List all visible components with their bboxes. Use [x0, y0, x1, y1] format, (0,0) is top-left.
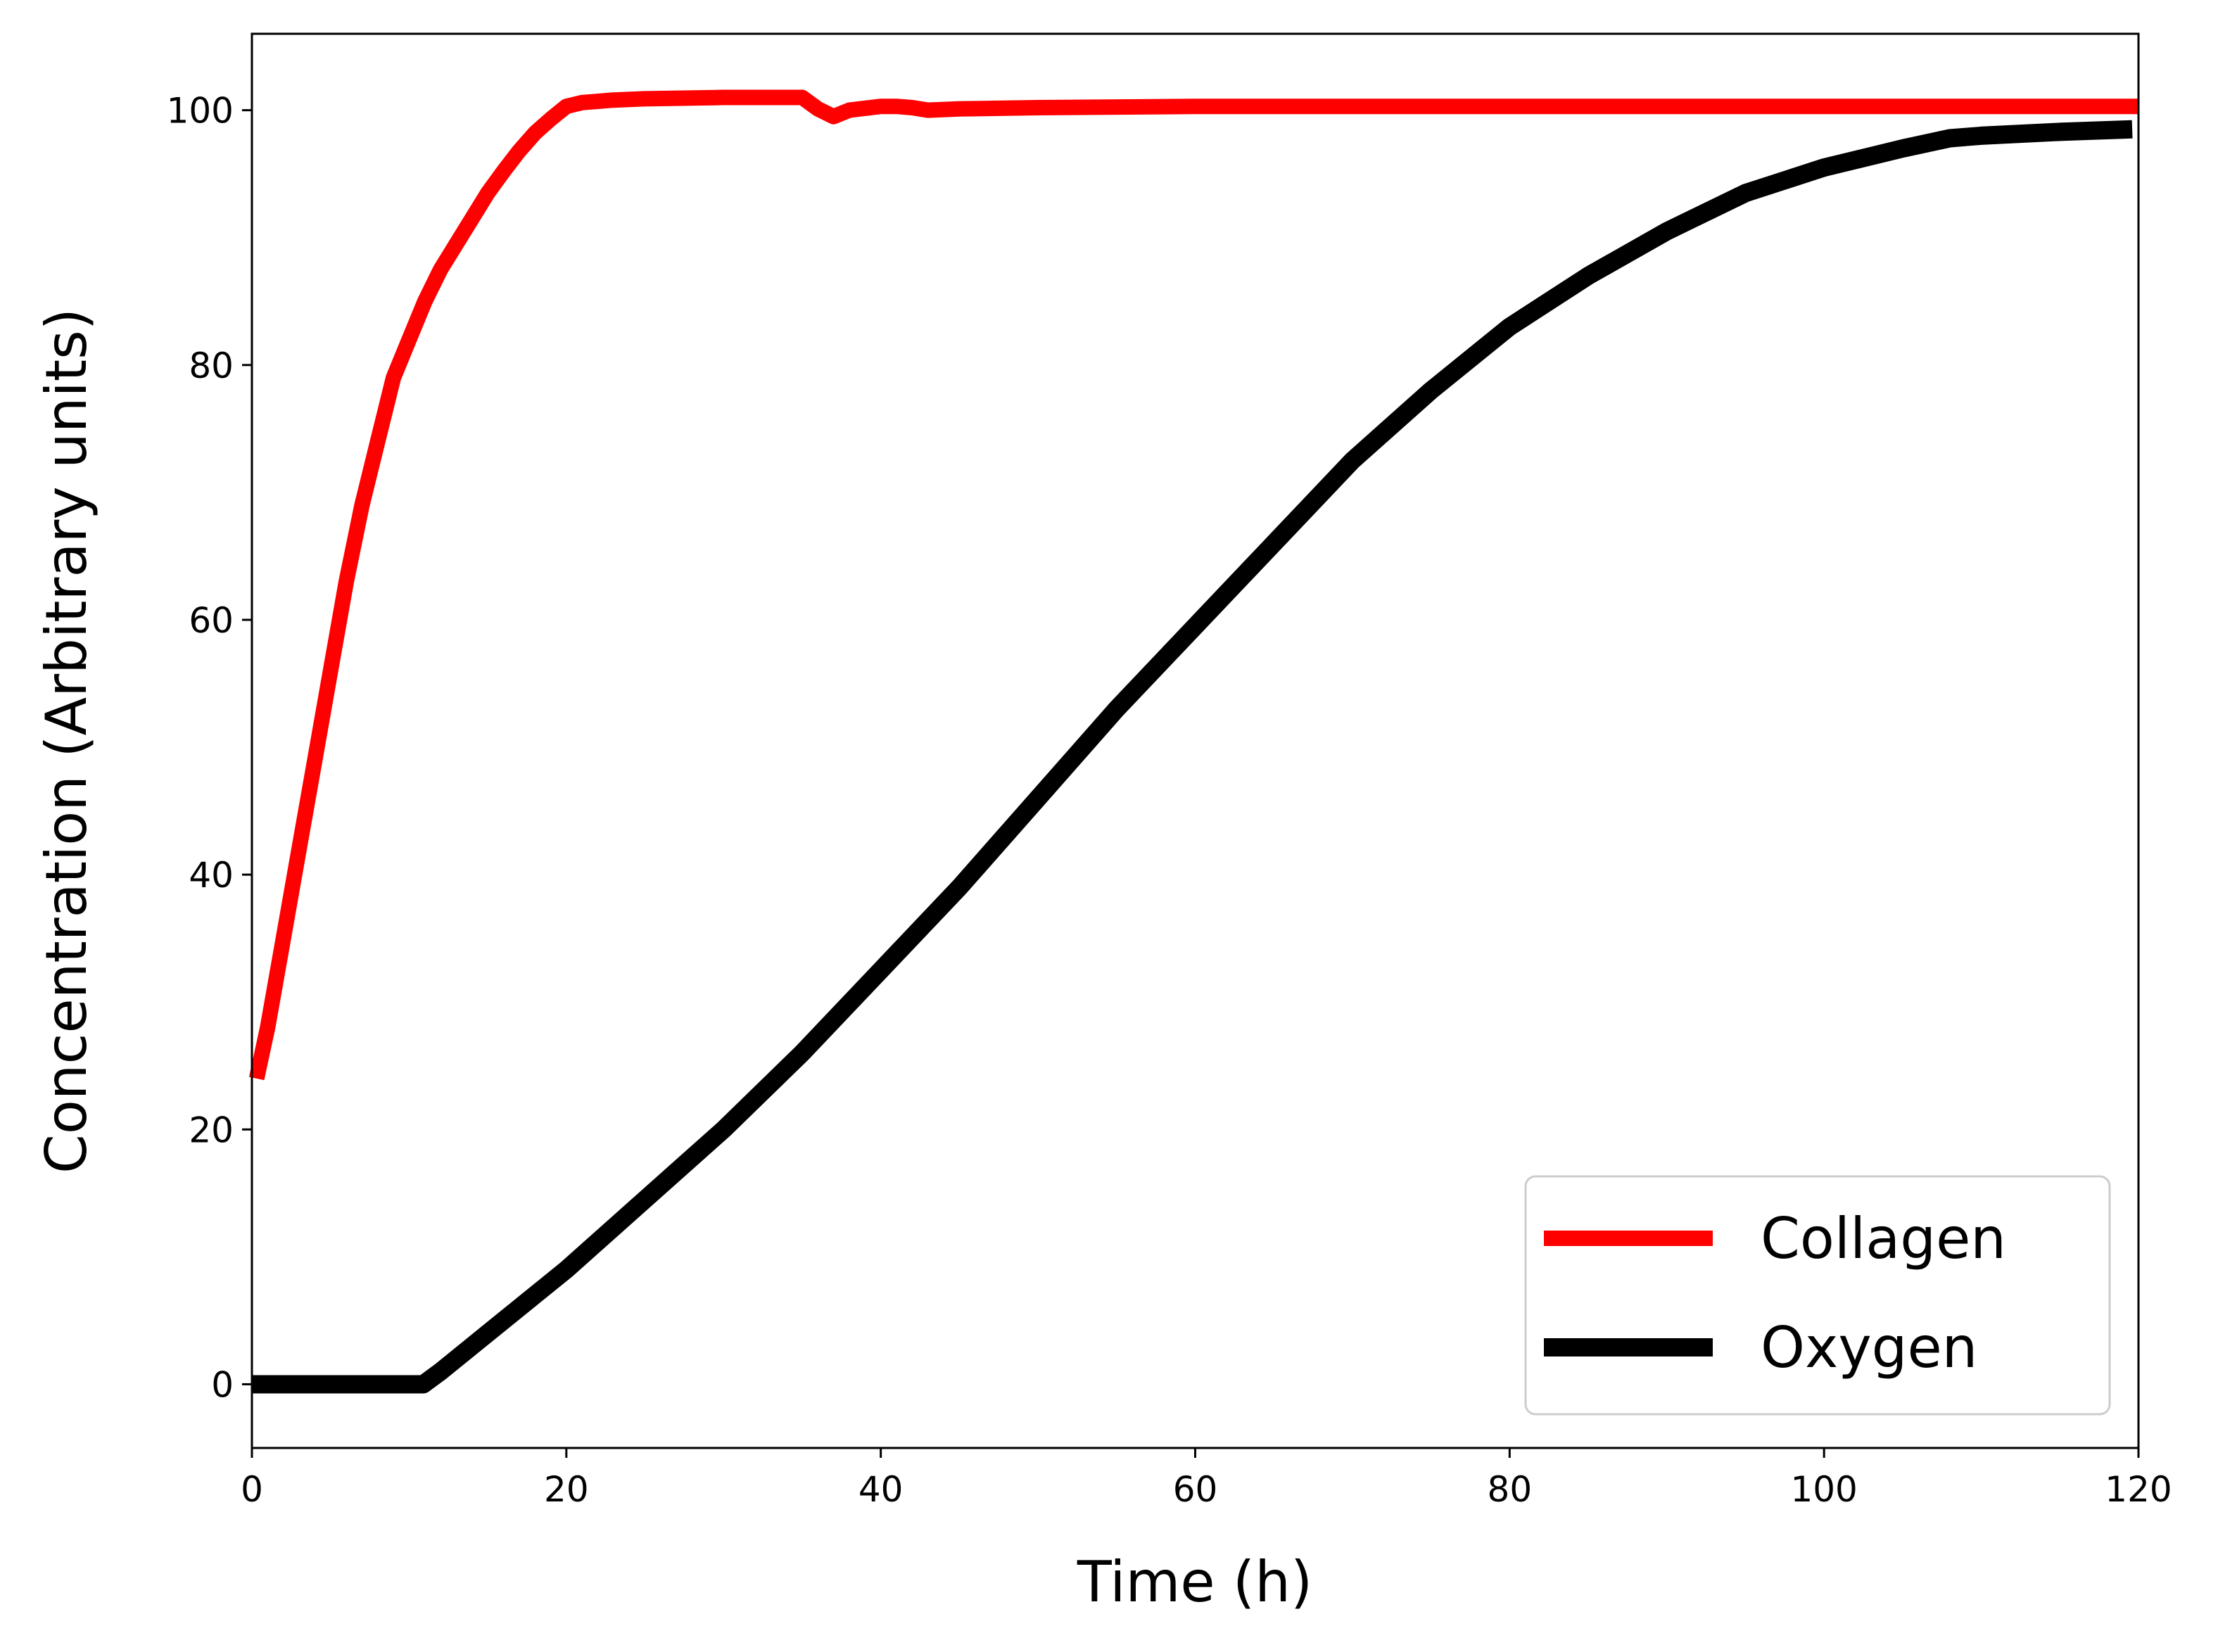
x-tick-label: 40 [858, 1469, 904, 1510]
legend-label-collagen: Collagen [1761, 1206, 2006, 1271]
x-axis: 0 20 40 60 80 100 120 [241, 1448, 2172, 1510]
x-tick-label: 0 [241, 1469, 263, 1510]
series-line-oxygen [252, 120, 2133, 1394]
x-tick-label: 80 [1488, 1469, 1533, 1510]
x-tick-label: 20 [544, 1469, 589, 1510]
y-tick-label: 0 [211, 1364, 234, 1405]
plot-lines [248, 89, 2138, 1394]
y-tick-label: 40 [189, 855, 234, 896]
y-axis: 0 20 40 60 80 100 [167, 91, 252, 1405]
x-tick-label: 60 [1173, 1469, 1218, 1510]
x-tick-label: 100 [1790, 1469, 1857, 1510]
y-tick-label: 80 [189, 345, 234, 386]
legend: Collagen Oxygen [1524, 1175, 2111, 1416]
y-tick-label: 100 [167, 91, 234, 132]
y-tick-label: 60 [189, 600, 234, 641]
y-tick-label: 20 [189, 1110, 234, 1150]
x-axis-label: Time (h) [1077, 1549, 1312, 1615]
y-axis-label: Concentration (Arbitrary units) [34, 308, 99, 1174]
legend-label-oxygen: Oxygen [1761, 1315, 1977, 1380]
series-line-collagen [248, 89, 2138, 1081]
x-tick-label: 120 [2105, 1469, 2172, 1510]
